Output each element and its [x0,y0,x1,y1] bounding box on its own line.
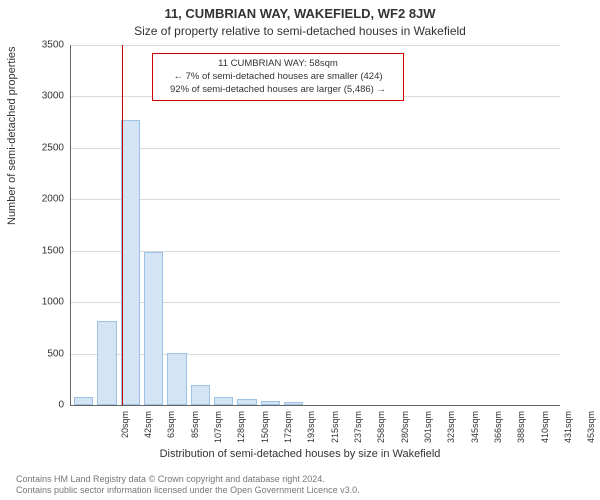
y-tick-label: 2500 [4,142,64,153]
property-marker-line [122,45,123,405]
x-tick-label: 453sqm [586,411,596,451]
gridline [70,199,560,200]
footer-line-1: Contains HM Land Registry data © Crown c… [16,474,360,485]
histogram-bar [284,402,303,405]
histogram-bar [214,397,233,405]
x-tick-label: 431sqm [563,411,573,451]
histogram-bar [74,397,93,405]
x-tick-label: 128sqm [236,411,246,451]
x-tick-label: 20sqm [120,411,130,451]
gridline [70,148,560,149]
x-axis-title: Distribution of semi-detached houses by … [0,448,600,460]
histogram-bar [261,401,280,405]
y-tick-label: 3000 [4,91,64,102]
footer-attribution: Contains HM Land Registry data © Crown c… [16,474,360,497]
gridline [70,45,560,46]
x-tick-label: 42sqm [143,411,153,451]
x-tick-label: 323sqm [446,411,456,451]
x-tick-label: 85sqm [190,411,200,451]
x-tick-label: 193sqm [306,411,316,451]
histogram-bar [237,399,256,405]
histogram-bar [167,353,186,405]
x-tick-label: 280sqm [400,411,410,451]
annotation-line-3: 92% of semi-detached houses are larger (… [161,84,395,97]
x-tick-label: 215sqm [330,411,340,451]
x-tick-label: 388sqm [516,411,526,451]
x-tick-label: 107sqm [213,411,223,451]
y-tick-label: 1000 [4,297,64,308]
annotation-box: 11 CUMBRIAN WAY: 58sqm← 7% of semi-detac… [152,53,404,101]
annotation-line-2: ← 7% of semi-detached houses are smaller… [161,71,395,84]
x-tick-label: 172sqm [283,411,293,451]
x-tick-label: 345sqm [470,411,480,451]
y-tick-label: 1500 [4,245,64,256]
x-tick-label: 258sqm [376,411,386,451]
x-tick-label: 63sqm [166,411,176,451]
title-sub: Size of property relative to semi-detach… [0,24,600,38]
annotation-line-1: 11 CUMBRIAN WAY: 58sqm [161,58,395,71]
x-tick-label: 410sqm [540,411,550,451]
footer-line-2: Contains public sector information licen… [16,485,360,496]
x-axis-line [70,405,560,406]
x-tick-label: 366sqm [493,411,503,451]
x-tick-label: 301sqm [423,411,433,451]
x-tick-label: 237sqm [353,411,363,451]
page-root: 11, CUMBRIAN WAY, WAKEFIELD, WF2 8JW Siz… [0,0,600,500]
histogram-bar [121,120,140,405]
y-tick-label: 500 [4,348,64,359]
x-tick-label: 150sqm [260,411,270,451]
histogram-bar [97,321,116,405]
y-tick-label: 2000 [4,194,64,205]
histogram-bar [191,385,210,405]
y-tick-label: 3500 [4,40,64,51]
histogram-bar [144,252,163,405]
chart-plot-area: 11 CUMBRIAN WAY: 58sqm← 7% of semi-detac… [70,45,560,405]
y-tick-label: 0 [4,400,64,411]
title-main: 11, CUMBRIAN WAY, WAKEFIELD, WF2 8JW [0,6,600,21]
y-axis-line [70,45,71,405]
